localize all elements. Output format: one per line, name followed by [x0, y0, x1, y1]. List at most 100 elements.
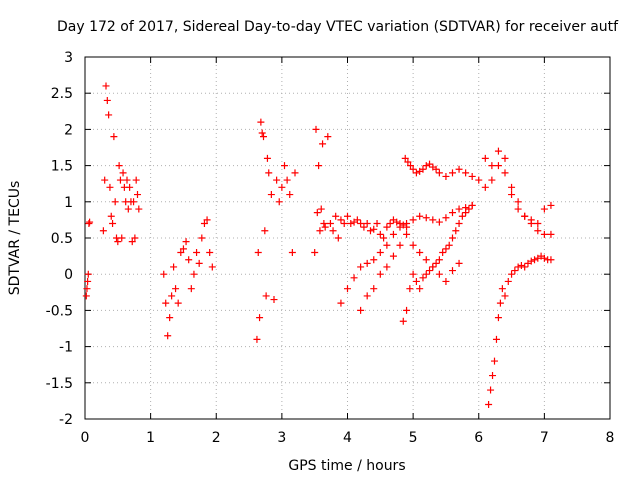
data-point: [373, 220, 381, 228]
y-tick-label: -2: [59, 412, 73, 428]
data-point: [102, 82, 110, 90]
data-point: [103, 96, 111, 104]
data-point: [254, 248, 262, 256]
data-point: [514, 205, 522, 213]
data-point: [131, 234, 139, 242]
data-point: [547, 230, 555, 238]
data-point: [337, 299, 345, 307]
data-point: [547, 201, 555, 209]
data-point: [540, 254, 548, 262]
data-point: [119, 169, 127, 177]
data-point: [84, 277, 92, 285]
data-point: [265, 169, 273, 177]
data-point: [455, 220, 463, 228]
x-tick-label: 2: [212, 430, 221, 446]
data-point: [534, 220, 542, 228]
data-point: [347, 220, 355, 228]
data-point: [132, 176, 140, 184]
data-point: [114, 238, 122, 246]
data-point: [386, 220, 394, 228]
data-point: [531, 256, 539, 264]
points-layer: [82, 82, 555, 409]
data-point: [383, 223, 391, 231]
data-point: [162, 299, 170, 307]
series-arc-6: [337, 201, 476, 307]
data-point: [511, 267, 519, 275]
series-arc-3: [160, 216, 216, 340]
y-tick-label: 0: [64, 267, 73, 283]
data-point: [321, 223, 329, 231]
data-point: [278, 183, 286, 191]
data-point: [501, 169, 509, 177]
x-tick-label: 1: [146, 430, 155, 446]
data-point: [540, 205, 548, 213]
data-point: [182, 238, 190, 246]
data-point: [311, 248, 319, 256]
x-tick-label: 3: [277, 430, 286, 446]
data-point: [106, 183, 114, 191]
data-point: [344, 212, 351, 220]
data-point: [253, 335, 261, 343]
data-point: [126, 183, 134, 191]
data-point: [514, 263, 522, 271]
y-tick-label: -1.5: [46, 376, 73, 392]
y-tick-label: 3: [64, 50, 73, 66]
data-point: [337, 216, 345, 224]
data-point: [416, 285, 424, 293]
data-point: [283, 176, 291, 184]
series-arc-4: [253, 118, 299, 343]
data-point: [403, 230, 411, 238]
data-point: [164, 332, 172, 340]
data-point: [527, 257, 535, 265]
data-point: [200, 220, 208, 228]
data-point: [449, 267, 456, 275]
data-point: [281, 162, 288, 170]
data-point: [263, 154, 271, 162]
data-point: [110, 133, 118, 141]
data-point: [429, 263, 437, 271]
data-point: [521, 263, 529, 271]
data-point: [406, 285, 414, 293]
data-point: [286, 191, 294, 199]
x-tick-label: 8: [606, 430, 615, 446]
data-point: [312, 125, 320, 133]
data-point: [504, 277, 512, 285]
data-point: [267, 191, 275, 199]
data-point: [360, 223, 368, 231]
series-arc-2: [99, 82, 143, 246]
data-point: [177, 248, 185, 256]
y-tick-label: 2: [64, 122, 73, 138]
data-point: [317, 205, 325, 213]
data-point: [435, 270, 443, 278]
data-point: [206, 248, 214, 256]
data-point: [187, 285, 195, 293]
data-point: [326, 220, 334, 228]
series-arc-5: [311, 125, 411, 256]
data-point: [383, 263, 391, 271]
data-point: [198, 234, 206, 242]
data-point: [107, 212, 115, 220]
data-point: [370, 256, 378, 264]
data-point: [508, 183, 516, 191]
data-point: [445, 241, 453, 249]
data-point: [422, 256, 430, 264]
data-point: [409, 165, 417, 173]
data-point: [485, 401, 493, 409]
data-point: [195, 259, 203, 267]
data-point: [179, 245, 187, 253]
series-arc-7: [357, 230, 463, 314]
data-point: [429, 216, 437, 224]
data-point: [452, 227, 460, 235]
data-point: [534, 227, 542, 235]
data-point: [105, 111, 113, 119]
data-point: [403, 306, 411, 314]
data-point: [111, 198, 119, 206]
data-point: [334, 234, 342, 242]
data-point: [357, 306, 365, 314]
data-point: [396, 241, 404, 249]
data-point: [208, 263, 216, 271]
data-point: [101, 176, 109, 184]
data-point: [389, 230, 397, 238]
data-point: [481, 154, 489, 162]
